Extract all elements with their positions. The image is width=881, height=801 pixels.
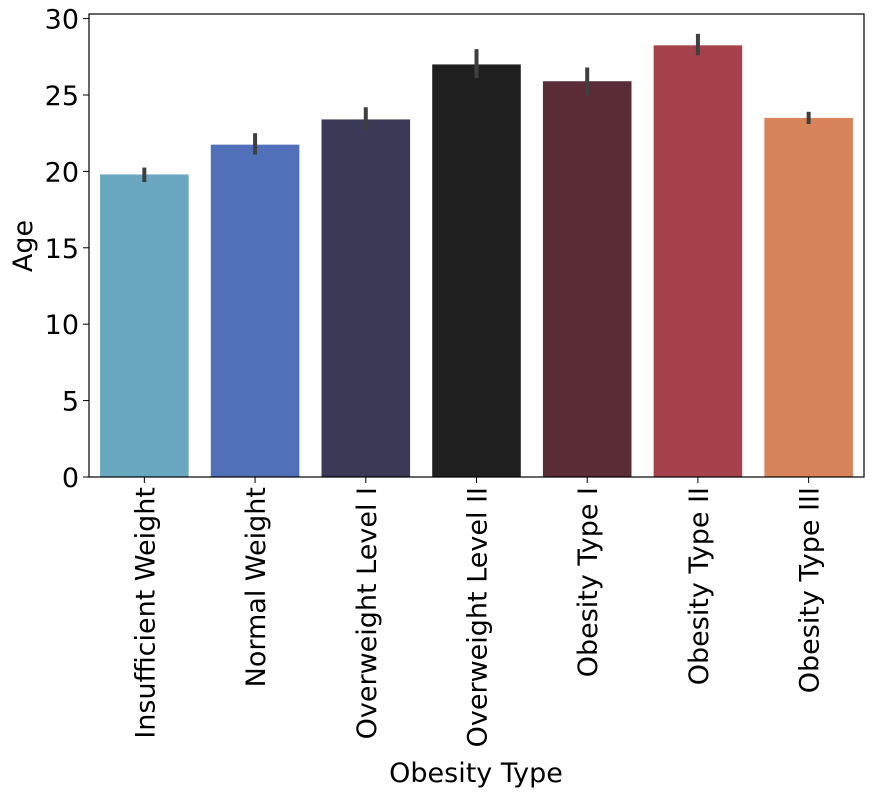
x-tick-label-2: Overweight Level I [352, 487, 383, 739]
bar-4 [542, 81, 632, 478]
bar-0 [100, 174, 189, 477]
bars-group [100, 45, 853, 478]
y-tick-label-2: 10 [45, 310, 79, 341]
y-tick-label-4: 20 [45, 157, 79, 188]
y-tick-label-3: 15 [45, 234, 79, 265]
error-bars-group [142, 33, 811, 183]
bar-1 [210, 144, 300, 478]
x-tick-label-5: Obesity Type II [684, 487, 715, 685]
x-tick-label-3: Overweight Level II [463, 487, 494, 747]
y-axis-label: Age [8, 220, 39, 272]
bar-5 [653, 45, 743, 478]
y-tick-label-0: 0 [62, 463, 79, 494]
x-axis-label: Obesity Type [389, 758, 563, 789]
x-tick-label-1: Normal Weight [241, 487, 272, 687]
y-tick-label-6: 30 [45, 5, 79, 36]
y-axis-ticks: 0 5 10 15 20 25 30 [45, 5, 89, 494]
bar-3 [432, 64, 521, 477]
x-axis-ticks: Insufficient Weight Normal Weight Overweig… [130, 477, 826, 747]
x-tick-label-6: Obesity Type III [795, 487, 826, 693]
x-tick-label-0: Insufficient Weight [130, 487, 161, 739]
bar-2 [321, 119, 411, 478]
y-tick-label-5: 25 [45, 81, 79, 112]
bar-6 [764, 117, 853, 477]
y-tick-label-1: 5 [62, 387, 79, 418]
x-tick-label-4: Obesity Type I [573, 487, 604, 677]
